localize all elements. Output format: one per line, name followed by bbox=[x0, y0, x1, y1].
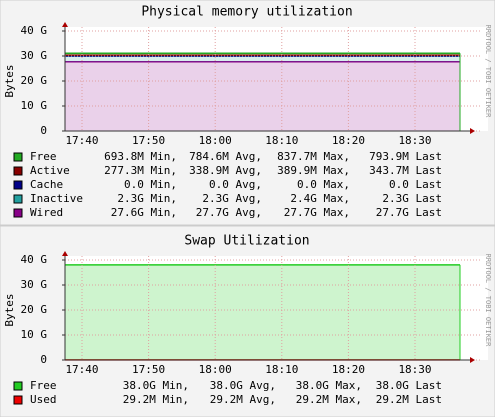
x-tick-label: 18:10 bbox=[265, 134, 298, 147]
legend-stat: 693.8M Min, bbox=[104, 150, 177, 163]
legend-stat: 277.3M Min, bbox=[104, 164, 177, 177]
x-arrow bbox=[470, 128, 475, 134]
legend-stat: 27.6G Min, bbox=[111, 206, 177, 219]
y-tick-label: 40 G bbox=[21, 24, 48, 37]
x-tick-label: 18:00 bbox=[199, 363, 232, 376]
y-tick-label: 10 G bbox=[21, 328, 48, 341]
legend-stat: 38.0G Last bbox=[376, 379, 442, 392]
legend-stat: 793.9M Last bbox=[369, 150, 442, 163]
x-tick-label: 18:20 bbox=[332, 363, 365, 376]
chart-title: Swap Utilization bbox=[184, 234, 309, 249]
legend-label: Inactive bbox=[30, 192, 83, 205]
legend-stat: 29.2M Max, bbox=[296, 393, 362, 406]
legend-stat: 29.2M Last bbox=[376, 393, 442, 406]
x-tick-label: 18:30 bbox=[398, 363, 431, 376]
plot-area bbox=[65, 256, 488, 360]
y-tick-label: 30 G bbox=[21, 49, 48, 62]
y-tick-label: 30 G bbox=[21, 278, 48, 291]
area bbox=[65, 264, 460, 360]
legend-stat: 27.7G Max, bbox=[284, 206, 350, 219]
legend-stat: 27.7G Last bbox=[376, 206, 442, 219]
legend-stat: 837.7M Max, bbox=[277, 150, 350, 163]
y-arrow bbox=[62, 22, 68, 27]
legend-stat: 2.3G Min, bbox=[117, 192, 177, 205]
x-tick-label: 18:30 bbox=[398, 134, 431, 147]
legend-stat: 343.7M Last bbox=[369, 164, 442, 177]
legend-label: Active bbox=[30, 164, 70, 177]
legend-stat: 2.4G Max, bbox=[290, 192, 350, 205]
legend-stat: 0.0 Min, bbox=[124, 178, 177, 191]
legend-swatch bbox=[13, 208, 23, 218]
y-tick-label: 40 G bbox=[21, 253, 48, 266]
legend-swatch bbox=[13, 166, 23, 176]
legend-stat: 29.2M Min, bbox=[123, 393, 189, 406]
y-arrow bbox=[62, 251, 68, 256]
x-tick-label: 17:40 bbox=[65, 363, 98, 376]
legend-stat: 0.0 Max, bbox=[297, 178, 350, 191]
legend-stat: 38.0G Avg, bbox=[210, 379, 276, 392]
x-tick-label: 17:50 bbox=[132, 363, 165, 376]
legend-stat: 27.7G Avg, bbox=[196, 206, 262, 219]
x-tick-label: 17:50 bbox=[132, 134, 165, 147]
legend-stat: 29.2M Avg, bbox=[210, 393, 276, 406]
legend-stat: 389.9M Max, bbox=[277, 164, 350, 177]
x-tick-label: 18:00 bbox=[199, 134, 232, 147]
y-axis-label: Bytes bbox=[3, 64, 16, 97]
y-tick-label: 20 G bbox=[21, 74, 48, 87]
legend-label: Cache bbox=[30, 178, 63, 191]
legend-stat: 2.3G Last bbox=[382, 192, 442, 205]
y-tick-label: 20 G bbox=[21, 303, 48, 316]
legend-swatch bbox=[13, 381, 23, 391]
x-tick-label: 18:10 bbox=[265, 363, 298, 376]
legend-stat: 0.0 Avg, bbox=[209, 178, 262, 191]
legend-stat: 338.9M Avg, bbox=[189, 164, 262, 177]
legend-stat: 784.6M Avg, bbox=[189, 150, 262, 163]
area bbox=[65, 61, 460, 131]
y-tick-label: 0 bbox=[40, 353, 47, 366]
watermark: RRDTOOL / TOBI OETIKER bbox=[484, 25, 492, 119]
plot-area bbox=[65, 27, 488, 131]
legend-label: Wired bbox=[30, 206, 63, 219]
watermark: RRDTOOL / TOBI OETIKER bbox=[484, 254, 492, 348]
y-tick-label: 0 bbox=[40, 124, 47, 137]
x-tick-label: 18:20 bbox=[332, 134, 365, 147]
area bbox=[65, 56, 460, 62]
legend-label: Used bbox=[30, 393, 57, 406]
legend-stat: 0.0 Last bbox=[389, 178, 442, 191]
legend-stat: 38.0G Min, bbox=[123, 379, 189, 392]
legend-swatch bbox=[13, 152, 23, 162]
legend-label: Free bbox=[30, 150, 57, 163]
legend-label: Free bbox=[30, 379, 57, 392]
legend-stat: 38.0G Max, bbox=[296, 379, 362, 392]
legend-stat: 2.3G Avg, bbox=[202, 192, 262, 205]
x-tick-label: 17:40 bbox=[65, 134, 98, 147]
y-tick-label: 10 G bbox=[21, 99, 48, 112]
legend-swatch bbox=[13, 180, 23, 190]
y-axis-label: Bytes bbox=[3, 293, 16, 326]
x-arrow bbox=[470, 357, 475, 363]
legend-swatch bbox=[13, 194, 23, 204]
legend-swatch bbox=[13, 395, 23, 405]
chart-title: Physical memory utilization bbox=[141, 5, 352, 20]
